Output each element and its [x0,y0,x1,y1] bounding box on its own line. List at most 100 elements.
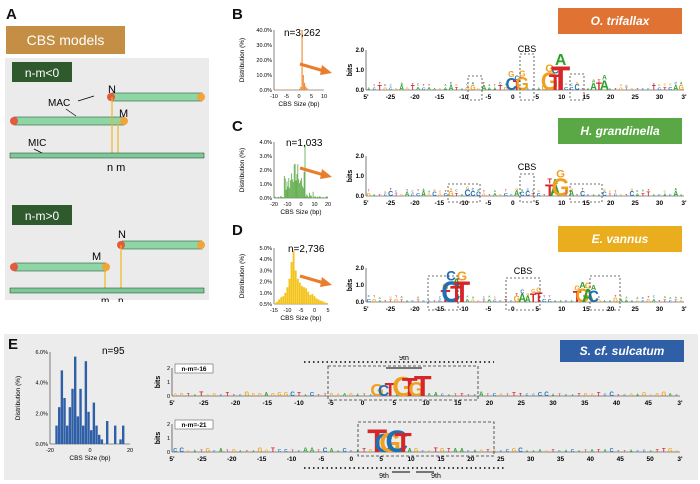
logo-letter: T [505,188,507,192]
logo-letter: A [422,188,425,192]
logo-letter: C [323,447,328,454]
logo-letter: A [652,298,656,303]
logo-letter: T [226,392,230,398]
y-axis-label: Distribution (%) [239,148,246,192]
logo-letter: A [664,295,667,299]
histogram-bar [314,196,316,198]
logo-letter: A [399,85,404,92]
logo-letter: C [669,193,672,197]
histogram-bar [310,195,312,198]
logo-letter: T [423,83,425,87]
logo-letter: G [620,83,623,87]
logo-letter: A [449,85,454,92]
logo-letter: C [290,391,295,398]
histogram-bar [292,181,294,198]
histogram-bar [76,416,80,444]
x-tick-label: 10 [311,202,317,208]
y-axis-label: Distribution (%) [15,376,22,420]
logo-letter: A [554,299,556,303]
logo-letter: G [668,448,673,454]
histogram-bar [290,180,292,198]
logo-letter: G [277,392,281,398]
logo-letter: A [406,299,408,303]
logo-letter: C [438,298,441,302]
logo-letter: A [477,188,480,192]
logo-letter: T [617,393,619,397]
histogram-bar [319,300,322,304]
logo-letter: G [545,449,548,453]
logo-letter: A [481,83,487,92]
logo-letter: C [669,299,672,303]
logo-letter: C [428,299,430,303]
logo-letter: C [464,188,471,198]
histogram-bar [60,370,64,444]
logo-letter: A [434,392,438,398]
logo-letter: C [558,449,561,453]
logo-letter: A [532,449,535,453]
logo-letter: G [477,87,480,91]
logo-letter: T [532,192,535,197]
position-tick: 25 [518,400,526,407]
histogram-bar [288,278,291,304]
x-tick-label: -5 [299,308,304,314]
logo-letter: T [447,448,451,454]
position-tick: 25 [631,200,639,207]
histogram-bar [323,302,326,304]
logo-letter: G [526,292,529,297]
logo-letter: C [653,295,656,299]
logo-letter: T [187,392,190,397]
histogram-bar [325,197,327,198]
position-tick: -20 [231,400,241,407]
histogram-bar [317,299,320,304]
position-tick: 30 [527,456,535,463]
logo-letter: C [676,393,679,397]
logo-letter: A [625,295,628,299]
histogram-bar [309,295,312,304]
logo-letter: G [538,189,541,193]
logo-letter: A [550,182,561,200]
bits-tick: 2.0 [356,48,365,54]
histogram-bar [119,439,122,444]
logo-letter: G [655,392,659,397]
logo-letter: G [619,86,623,90]
position-tick: -10 [459,94,469,101]
logo-letter: C [467,449,470,453]
logo-letter: C [565,299,567,303]
motif-box [327,365,479,401]
position-tick: 40 [587,456,595,463]
histogram-bar [95,425,98,444]
logo-letter: A [330,448,334,454]
logo-letter: G [439,87,442,91]
histogram-bar [299,183,301,198]
logo-letter: C [542,298,546,303]
ninth-label-bottom-1: 9th [379,473,389,480]
logo-letter: G [457,269,467,284]
histogram-bar [122,425,125,444]
logo-letter: C [446,268,456,283]
logo-letter: A [460,448,464,454]
logo-letter: G [603,188,606,192]
histogram-bar [286,181,288,198]
logo-letter: G [576,284,590,306]
position-tick: -5 [485,306,491,313]
position-tick: -25 [199,400,209,407]
logo-letter: G [636,299,639,303]
logo-letter: C [580,189,585,198]
y-tick-label: 3.0% [259,154,272,160]
position-tick: 0 [361,400,365,407]
logo-letter: A [636,296,639,300]
logo-letter: A [675,296,678,300]
logo-letter: T [417,189,419,193]
logo-letter: G [392,370,414,402]
logo-letter: C [598,295,601,299]
histogram-bar [283,175,285,198]
logo-letter: G [207,393,210,397]
position-tick: 10 [558,306,566,313]
logo-letter: C [565,393,568,397]
n-label-case2: N [118,229,126,241]
histogram-bar [283,197,284,198]
logo-letter: T [578,392,581,397]
histogram-bar [321,197,323,198]
logo-letter: T [576,193,578,197]
histogram-bar [58,407,61,444]
